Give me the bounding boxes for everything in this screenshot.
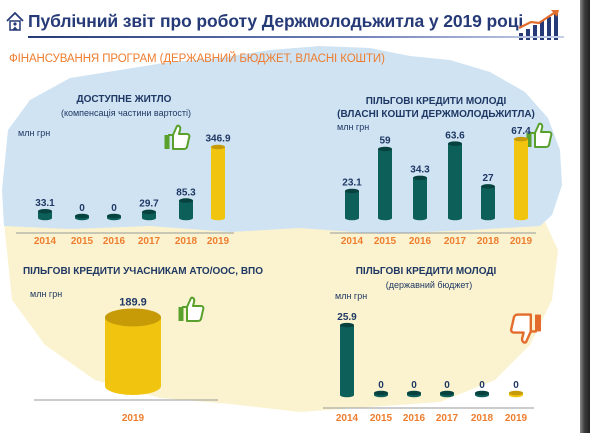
panel-affordable-unit: млн грн bbox=[18, 128, 51, 138]
title-underline bbox=[28, 36, 564, 38]
panel-ato-unit: млн грн bbox=[30, 289, 63, 299]
map-blue-region bbox=[2, 46, 562, 234]
panel-youth-state-title: ПІЛЬГОВІ КРЕДИТИ МОЛОДІ bbox=[355, 266, 497, 277]
panel-youth-own-unit: млн грн bbox=[337, 122, 370, 132]
slide-edge-shadow bbox=[580, 0, 590, 433]
panel-affordable-note: (компенсація частини вартості) bbox=[60, 108, 192, 118]
thumbs-up-icon bbox=[178, 296, 205, 322]
panel-affordable-title: ДОСТУПНЕ ЖИТЛО bbox=[76, 94, 172, 105]
thumbs-down-icon bbox=[509, 313, 541, 344]
panel-youth-state-unit: млн грн bbox=[335, 291, 368, 301]
panel-youth-own-title-2: (ВЛАСНІ КОШТИ ДЕРЖМОЛОДЬЖИТЛА) bbox=[337, 109, 535, 120]
map-yellow-region bbox=[4, 222, 558, 412]
thumbs-up-icon bbox=[526, 122, 553, 148]
panel-youth-state-note: (державний бюджет) bbox=[385, 280, 473, 290]
thumbs-up-icon bbox=[164, 124, 191, 150]
panel-ato-title: ПІЛЬГОВІ КРЕДИТИ УЧАСНИКАМ АТО/ООС, ВПО bbox=[22, 266, 264, 277]
house-logo-icon bbox=[6, 11, 24, 31]
panel-youth-own-title: ПІЛЬГОВІ КРЕДИТИ МОЛОДІ bbox=[365, 96, 507, 107]
section-subtitle: ФІНАНСУВАННЯ ПРОГРАМ (ДЕРЖАВНИЙ БЮДЖЕТ, … bbox=[9, 53, 385, 65]
page-title: Публічний звіт про роботу Держмолодьжитл… bbox=[28, 11, 524, 31]
